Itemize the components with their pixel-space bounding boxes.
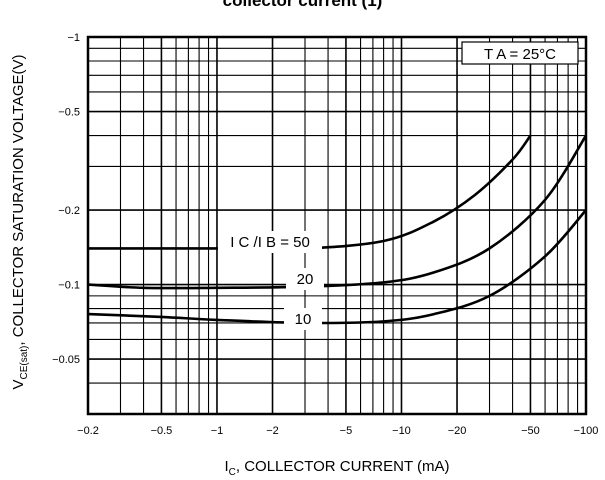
y-axis-label-prefix: V [10,379,27,390]
chart-curves [87,134,588,325]
chart-curve-labels: I C /I B = 50 20 10 [218,231,324,330]
series-line-1 [87,134,588,290]
x-tick-label: −1 [211,425,224,437]
chart-grid [87,36,587,415]
x-tick-label: −0.2 [77,425,99,437]
x-axis-label-sub: C [228,467,236,478]
x-axis-label-text: , COLLECTOR CURRENT (mA) [235,458,450,475]
x-tick-label: −100 [574,425,599,437]
y-axis-label-sub: CE(sat) [19,345,30,380]
curve-label-1: 20 [297,271,314,288]
chart-title: collector current (1) [222,0,383,10]
plot-frame [86,35,588,416]
y-axis-label: VCE(sat), COLLECTOR SATURATION VOLTAGE(V… [10,32,30,412]
x-tick-label: −5 [340,425,353,437]
x-axis-label-prefix: I [224,458,229,475]
temperature-annotation: T A = 25°C [461,41,579,65]
annotation-box [461,41,579,65]
y-tick-label: −0.5 [58,107,80,119]
curve-label-bg [286,268,324,290]
curve-label-2: 10 [295,311,312,328]
y-tick-label: −0.2 [58,205,80,217]
curve-label-bg [284,308,322,330]
y-tick-label: −1 [67,32,80,44]
x-tick-label: −50 [521,425,540,437]
annotation-text: T A = 25°C [484,46,556,63]
x-tick-label: −0.5 [151,425,173,437]
x-tick-label: −10 [392,425,411,437]
x-tick-label: −2 [266,425,279,437]
y-axis-label-text: , COLLECTOR SATURATION VOLTAGE(V) [10,54,27,346]
y-tick-label: −0.1 [58,280,80,292]
x-tick-label: −20 [448,425,467,437]
curve-label-0: I C /I B = 50 [230,234,310,251]
series-line-2 [87,209,587,325]
chart-ticks: −0.2 −0.5 −1 −2 −5 −10 −20 −50 −100 −1 −0.5 −0.2 −0.… [52,32,598,437]
x-axis-label: IC, COLLECTOR CURRENT (mA) [88,458,586,478]
curve-label-bg [218,231,322,253]
y-tick-label: −0.05 [52,354,80,366]
series-line-0 [88,134,532,251]
